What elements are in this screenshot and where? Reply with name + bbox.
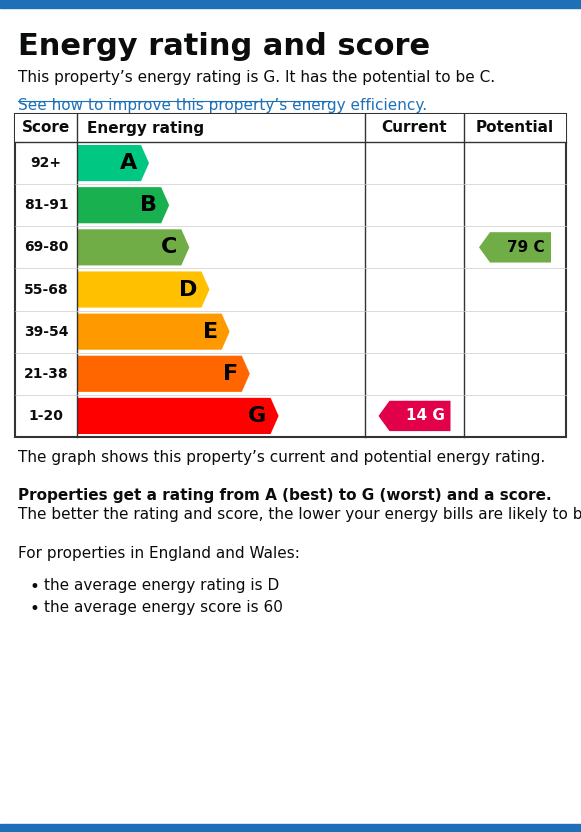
Text: E: E	[203, 322, 218, 342]
Text: 14 G: 14 G	[406, 409, 444, 423]
Text: D: D	[179, 280, 198, 300]
Text: A: A	[120, 153, 137, 173]
Text: Energy rating and score: Energy rating and score	[18, 32, 430, 61]
Text: the average energy score is 60: the average energy score is 60	[44, 600, 283, 615]
Text: 55-68: 55-68	[24, 283, 69, 296]
Text: Energy rating: Energy rating	[87, 121, 204, 136]
Text: B: B	[140, 196, 157, 215]
Text: G: G	[248, 406, 267, 426]
Text: 21-38: 21-38	[24, 367, 69, 381]
Bar	[0, 824, 581, 832]
Text: •: •	[30, 600, 40, 618]
Polygon shape	[77, 145, 149, 181]
Polygon shape	[77, 314, 229, 349]
Polygon shape	[378, 401, 450, 431]
Text: The better the rating and score, the lower your energy bills are likely to be.: The better the rating and score, the low…	[18, 507, 581, 522]
Text: 81-91: 81-91	[24, 198, 69, 212]
Text: 1-20: 1-20	[28, 409, 63, 423]
Text: This property’s energy rating is G. It has the potential to be C.: This property’s energy rating is G. It h…	[18, 70, 495, 85]
Bar	[15, 114, 566, 437]
Text: Current: Current	[382, 121, 447, 136]
Polygon shape	[77, 187, 169, 223]
Text: Potential: Potential	[476, 121, 554, 136]
Text: The graph shows this property’s current and potential energy rating.: The graph shows this property’s current …	[18, 450, 545, 465]
Text: •: •	[30, 578, 40, 596]
Polygon shape	[77, 398, 279, 434]
Text: For properties in England and Wales:: For properties in England and Wales:	[18, 546, 300, 561]
Polygon shape	[77, 356, 250, 392]
Polygon shape	[77, 271, 210, 308]
Bar	[15, 114, 566, 142]
Text: 92+: 92+	[30, 156, 62, 170]
Text: Score: Score	[22, 121, 70, 136]
Text: F: F	[223, 364, 238, 384]
Text: 79 C: 79 C	[507, 240, 545, 255]
Text: the average energy rating is D: the average energy rating is D	[44, 578, 279, 593]
Text: C: C	[161, 237, 177, 257]
Bar	[0, 0, 581, 8]
Text: 69-80: 69-80	[24, 240, 68, 255]
Text: 39-54: 39-54	[24, 324, 68, 339]
Polygon shape	[77, 230, 189, 265]
Polygon shape	[479, 232, 551, 263]
Text: Properties get a rating from A (best) to G (worst) and a score.: Properties get a rating from A (best) to…	[18, 488, 551, 503]
Text: See how to improve this property’s energy efficiency.: See how to improve this property’s energ…	[18, 98, 427, 113]
